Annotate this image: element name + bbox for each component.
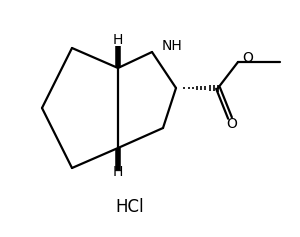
Text: O: O [226,117,237,131]
Text: H: H [113,33,123,47]
Text: H: H [113,165,123,179]
Text: NH: NH [162,39,183,53]
Text: O: O [243,51,254,65]
Text: HCl: HCl [116,198,144,216]
